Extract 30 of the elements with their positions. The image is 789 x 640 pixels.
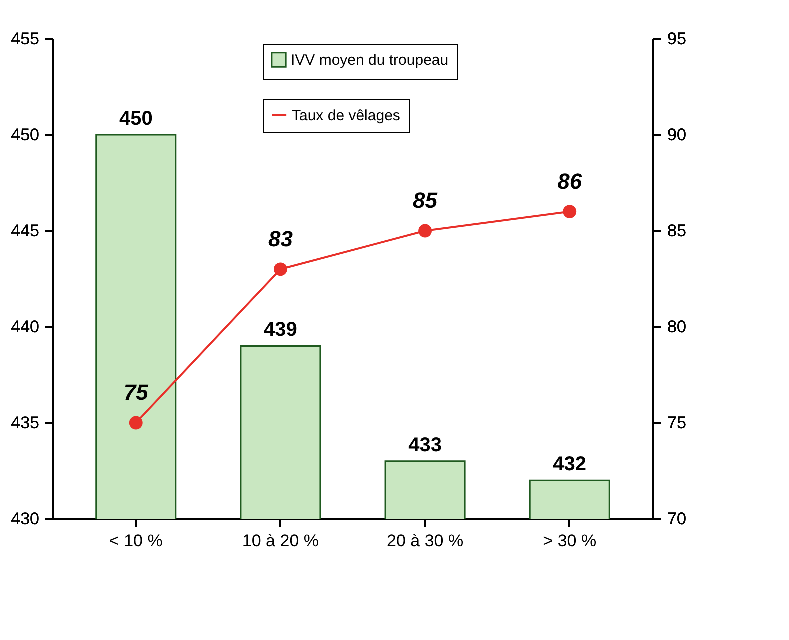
x-tick-label: > 30 % <box>543 532 597 550</box>
point <box>274 262 288 276</box>
data-label: 85 <box>413 188 438 213</box>
y-tick-label: 430 <box>11 510 40 528</box>
x-tick-label: 10 à 20 % <box>242 532 319 550</box>
point <box>129 416 143 430</box>
y2-tick-label: 80 <box>668 318 686 336</box>
y2-tick-label: 90 <box>668 126 686 144</box>
y-tick-label: 445 <box>11 222 40 240</box>
point <box>418 224 432 238</box>
data-label: 432 <box>553 454 587 476</box>
y2-tick-label: 70 <box>668 510 686 528</box>
y-tick-label: 455 <box>11 30 40 48</box>
data-label: 86 <box>558 168 583 194</box>
y2-tick-label: 75 <box>668 414 686 432</box>
legend-label: IVV moyen du troupeau <box>291 52 449 69</box>
x-tick-label: < 10 % <box>109 532 163 550</box>
y2-tick-label: 95 <box>668 30 686 48</box>
data-label: 433 <box>408 434 442 456</box>
data-label: 83 <box>268 226 293 252</box>
data-label: 450 <box>119 108 153 130</box>
y-tick-label: 435 <box>11 414 40 432</box>
y2-tick-label: 85 <box>668 222 686 240</box>
x-tick-label: 20 à 30 % <box>387 532 464 550</box>
data-label: 439 <box>264 319 298 342</box>
data-label: 75 <box>124 380 150 405</box>
y-tick-label: 450 <box>11 126 40 144</box>
y-tick-label: 440 <box>11 318 40 336</box>
point <box>563 205 577 218</box>
legend-label: Taux de vêlages <box>292 108 400 124</box>
